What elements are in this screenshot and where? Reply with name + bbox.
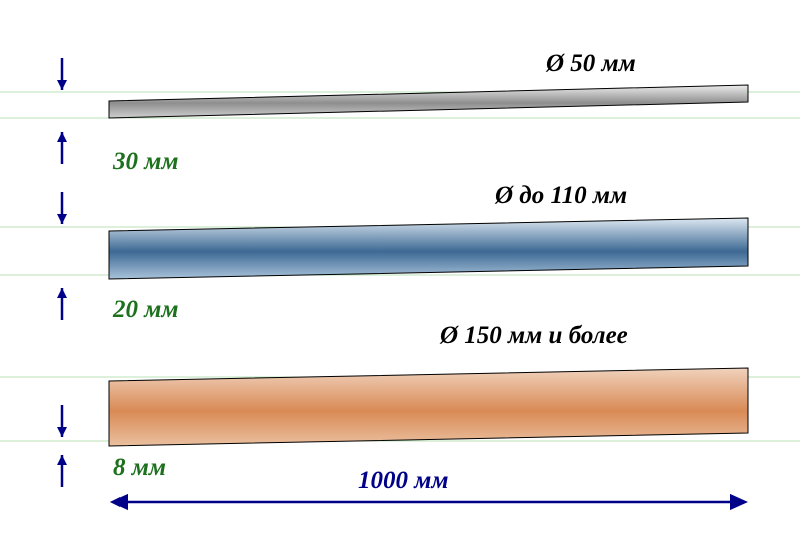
gap1-label: 30 мм bbox=[113, 148, 179, 176]
bar-50mm bbox=[109, 85, 748, 118]
bar-150mm bbox=[109, 368, 748, 446]
length-label: 1000 мм bbox=[358, 467, 449, 495]
gap3-label: 8 мм bbox=[113, 454, 166, 482]
bar2-diameter-label: Ø до 110 мм bbox=[495, 182, 627, 210]
bar3-diameter-label: Ø 150 мм и более bbox=[440, 322, 628, 350]
bar1-diameter-label: Ø 50 мм bbox=[546, 50, 636, 78]
gap2-label: 20 мм bbox=[113, 296, 179, 324]
